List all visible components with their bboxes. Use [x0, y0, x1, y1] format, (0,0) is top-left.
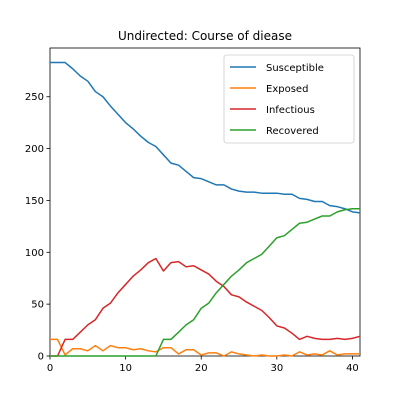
plot-area — [49, 47, 361, 357]
legend-box — [223, 54, 355, 144]
y-tick-label: 250 — [25, 92, 44, 103]
chart-title: Undirected: Course of diease — [118, 29, 292, 43]
y-tick-label: 100 — [25, 248, 44, 259]
legend-label-infectious: Infectious — [266, 105, 315, 116]
x-tick-label: 30 — [270, 363, 283, 374]
series-line-susceptible — [50, 61, 361, 214]
y-tick-label: 200 — [25, 144, 44, 155]
y-tick-label: 150 — [25, 196, 44, 207]
y-tick-label: 50 — [31, 300, 44, 311]
legend-label-susceptible: Susceptible — [266, 63, 324, 74]
legend: Susceptible Exposed Infectious Recovered — [223, 54, 355, 144]
x-tick-label: 0 — [47, 363, 53, 374]
legend-label-exposed: Exposed — [266, 84, 308, 95]
legend-label-recovered: Recovered — [266, 126, 319, 137]
series-line-recovered — [50, 207, 360, 357]
series-layer — [50, 61, 361, 357]
x-axis: 0 10 20 30 40 — [47, 356, 359, 374]
y-tick-label: 0 — [38, 352, 44, 363]
series-line-infectious — [50, 257, 361, 357]
x-tick-label: 40 — [346, 363, 359, 374]
x-tick-label: 20 — [195, 363, 208, 374]
series-line-exposed — [50, 338, 360, 357]
x-tick-label: 10 — [119, 363, 132, 374]
y-axis: 0 50 100 150 200 250 — [25, 92, 50, 363]
plot-frame — [49, 47, 361, 357]
